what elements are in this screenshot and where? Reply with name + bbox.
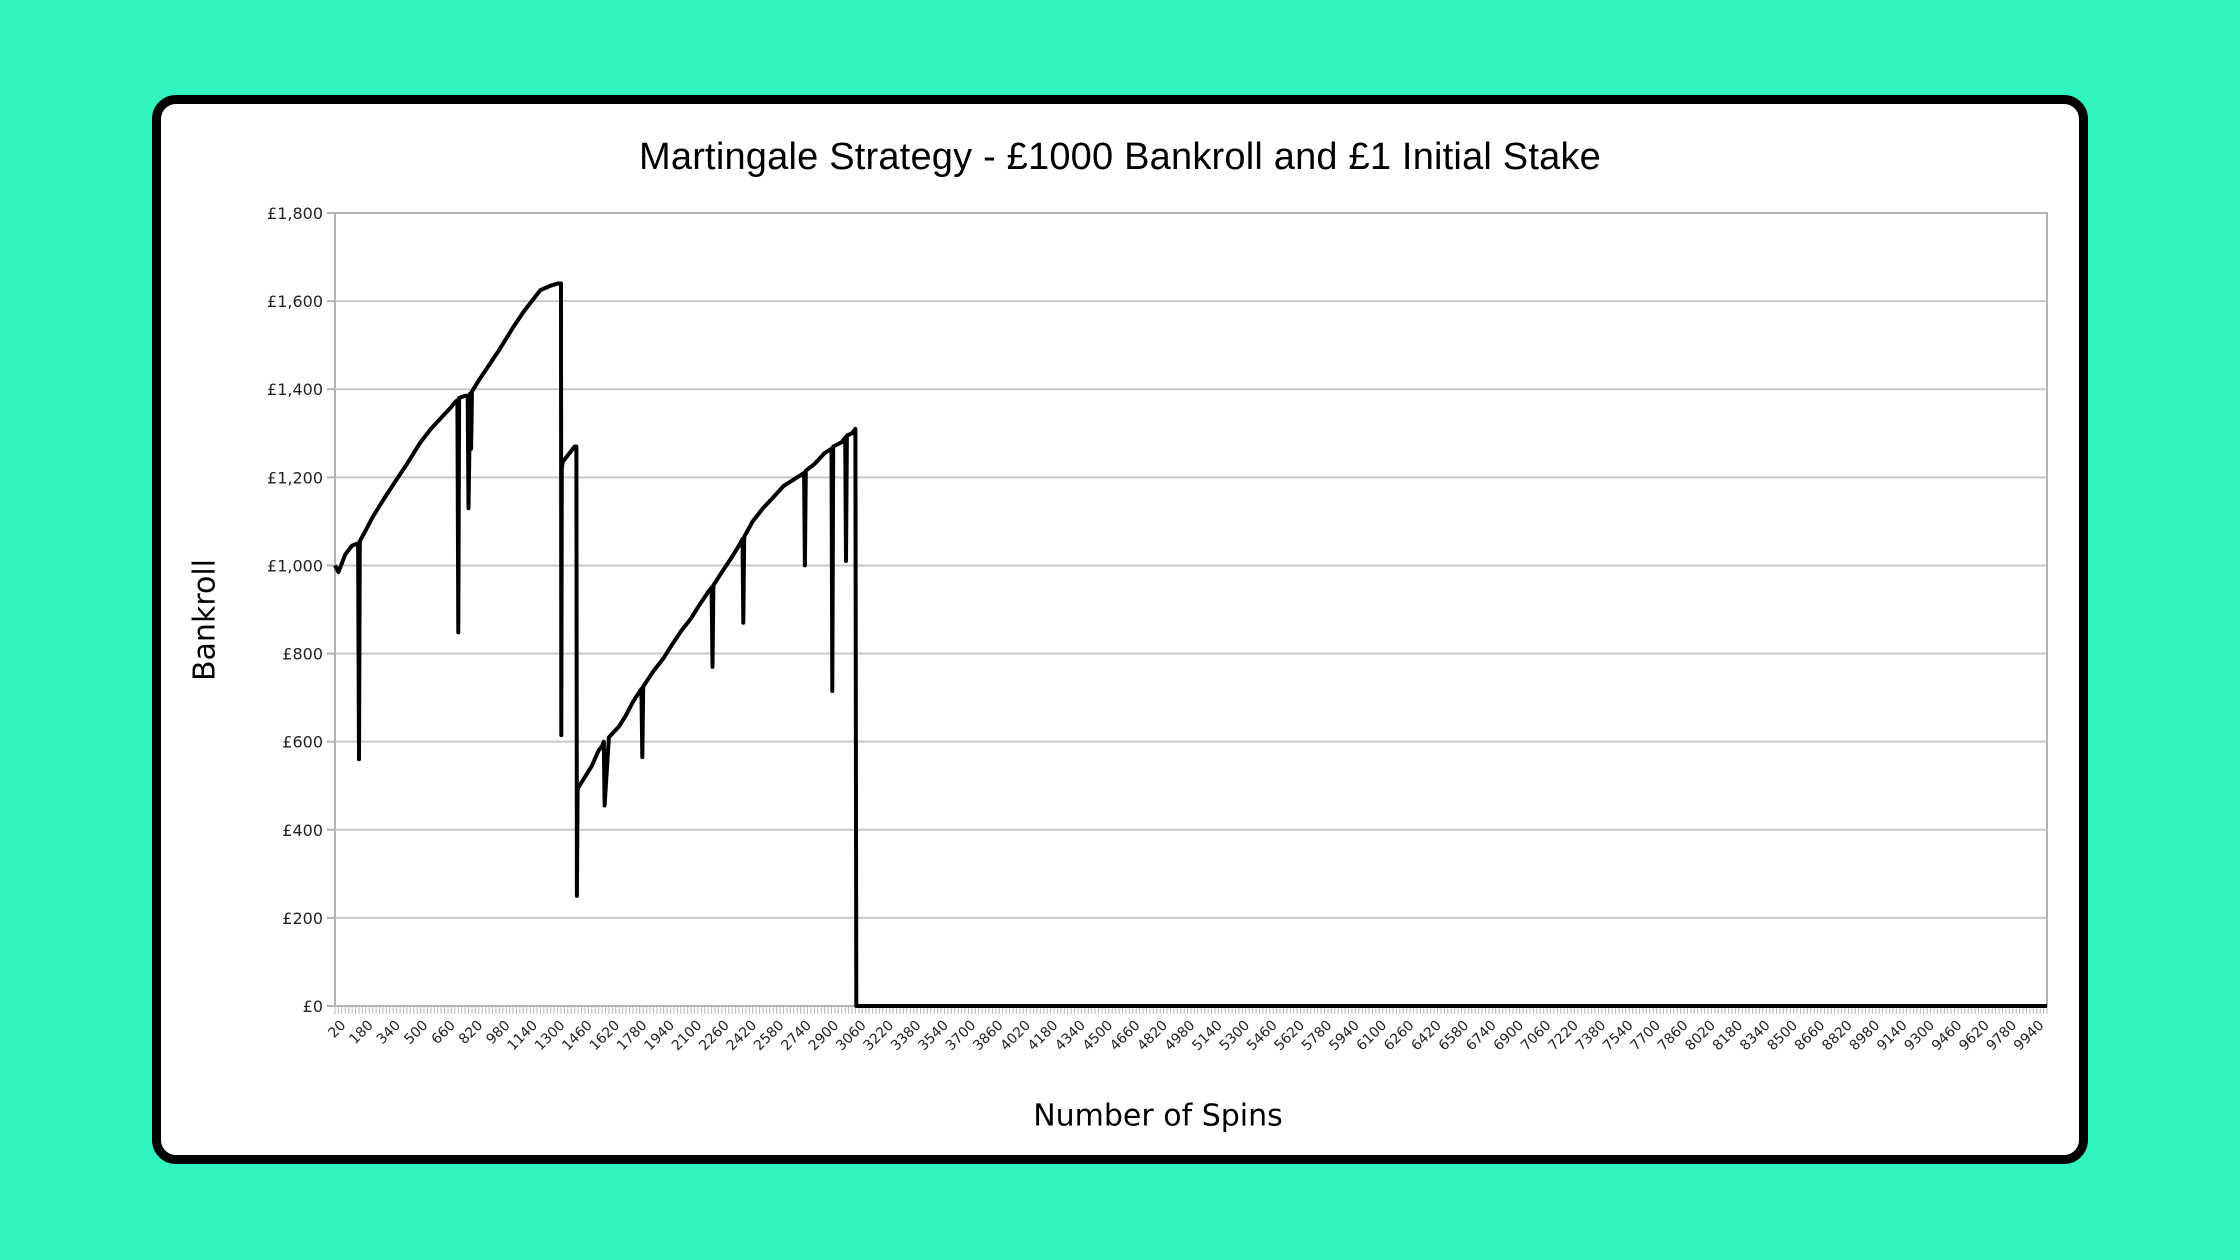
x-tick-label: 9940 — [2011, 1018, 2048, 1055]
chart-card — [152, 95, 2088, 1164]
x-tick-label: 8500 — [1765, 1018, 1802, 1055]
x-tick-label: 8020 — [1682, 1018, 1719, 1055]
x-tick-label: 7860 — [1655, 1018, 1692, 1055]
y-tick-label: £1,200 — [267, 468, 323, 487]
x-tick-label: 5460 — [1244, 1018, 1281, 1055]
x-tick-label: 9300 — [1901, 1018, 1938, 1055]
x-tick-label: 1300 — [532, 1018, 569, 1055]
x-tick-label: 2260 — [696, 1018, 733, 1055]
x-tick-label: 9620 — [1956, 1018, 1993, 1055]
x-tick-label: 3860 — [970, 1018, 1007, 1055]
x-tick-label: 4980 — [1162, 1018, 1199, 1055]
x-tick-label: 1460 — [559, 1018, 596, 1055]
x-tick-label: 9460 — [1929, 1018, 1966, 1055]
x-tick-label: 4820 — [1134, 1018, 1171, 1055]
x-tick-label: 2900 — [806, 1018, 843, 1055]
x-tick-label: 7700 — [1628, 1018, 1665, 1055]
x-tick-label: 3060 — [833, 1018, 870, 1055]
y-tick-label: £400 — [282, 821, 323, 840]
x-tick-label: 6740 — [1463, 1018, 1500, 1055]
bankroll-line — [333, 281, 2047, 1008]
x-tick-label: 5620 — [1271, 1018, 1308, 1055]
x-tick-label: 8980 — [1847, 1018, 1884, 1055]
x-tick-label: 7540 — [1600, 1018, 1637, 1055]
x-tick-label: 2580 — [751, 1018, 788, 1055]
x-tick-label: 660 — [429, 1018, 459, 1048]
x-tick-label: 9140 — [1874, 1018, 1911, 1055]
x-tick-label: 3540 — [915, 1018, 952, 1055]
x-tick-label: 1940 — [641, 1018, 678, 1055]
x-tick-label: 5300 — [1217, 1018, 1254, 1055]
x-tick-label: 500 — [401, 1018, 431, 1048]
y-tick-label: £1,800 — [267, 204, 323, 223]
x-tick-label: 7060 — [1518, 1018, 1555, 1055]
x-tick-label: 3220 — [861, 1018, 898, 1055]
x-tick-label: 6900 — [1491, 1018, 1528, 1055]
y-tick-label: £800 — [282, 645, 323, 664]
x-tick-label: 4500 — [1080, 1018, 1117, 1055]
x-tick-label: 6260 — [1381, 1018, 1418, 1055]
x-axis-ticks: 2018034050066082098011401300146016201780… — [325, 1006, 2048, 1055]
plot-area-border — [334, 212, 2048, 1007]
y-tick-label: £1,600 — [267, 292, 323, 311]
x-tick-label: 8660 — [1792, 1018, 1829, 1055]
x-tick-label: 180 — [346, 1018, 376, 1048]
x-tick-label: 7220 — [1545, 1018, 1582, 1055]
x-axis-title: Number of Spins — [1033, 1098, 1283, 1134]
y-tick-label: £0 — [303, 997, 323, 1016]
x-tick-label: 5940 — [1326, 1018, 1363, 1055]
x-tick-label: 3700 — [943, 1018, 980, 1055]
x-tick-label: 2100 — [669, 1018, 706, 1055]
x-tick-label: 8180 — [1710, 1018, 1747, 1055]
y-tick-label: £600 — [282, 733, 323, 752]
y-tick-label: £200 — [282, 909, 323, 928]
x-tick-label: 6420 — [1408, 1018, 1445, 1055]
x-tick-label: 340 — [374, 1018, 404, 1048]
x-tick-label: 9780 — [1984, 1018, 2021, 1055]
x-tick-label: 8340 — [1737, 1018, 1774, 1055]
x-tick-label: 7380 — [1573, 1018, 1610, 1055]
y-axis-ticks: £0 £200 £400 £600 £800 £1,000 £1,200 £1,400 £1,6… — [267, 204, 335, 1016]
x-tick-label: 3380 — [888, 1018, 925, 1055]
y-tick-label: £1,400 — [267, 380, 323, 399]
x-tick-label: 1780 — [614, 1018, 651, 1055]
x-tick-label: 6100 — [1354, 1018, 1391, 1055]
x-tick-label: 6580 — [1436, 1018, 1473, 1055]
x-tick-label: 4660 — [1107, 1018, 1144, 1055]
y-tick-label: £1,000 — [267, 556, 323, 575]
x-tick-label: 20 — [325, 1018, 349, 1042]
x-tick-label: 5140 — [1189, 1018, 1226, 1055]
x-tick-label: 5780 — [1299, 1018, 1336, 1055]
x-tick-label: 1620 — [587, 1018, 624, 1055]
x-tick-label: 8820 — [1819, 1018, 1856, 1055]
chart-title: Martingale Strategy - £1000 Bankroll and… — [639, 136, 1601, 178]
x-tick-label: 4340 — [1052, 1018, 1089, 1055]
x-tick-label: 2420 — [724, 1018, 761, 1055]
x-tick-label: 4180 — [1025, 1018, 1062, 1055]
x-tick-label: 2740 — [778, 1018, 815, 1055]
x-tick-label: 1140 — [504, 1018, 541, 1055]
x-tick-label: 820 — [456, 1018, 486, 1048]
x-tick-label: 4020 — [998, 1018, 1035, 1055]
x-minor-ticks — [334, 1006, 2048, 1014]
gridlines — [335, 212, 2047, 1007]
